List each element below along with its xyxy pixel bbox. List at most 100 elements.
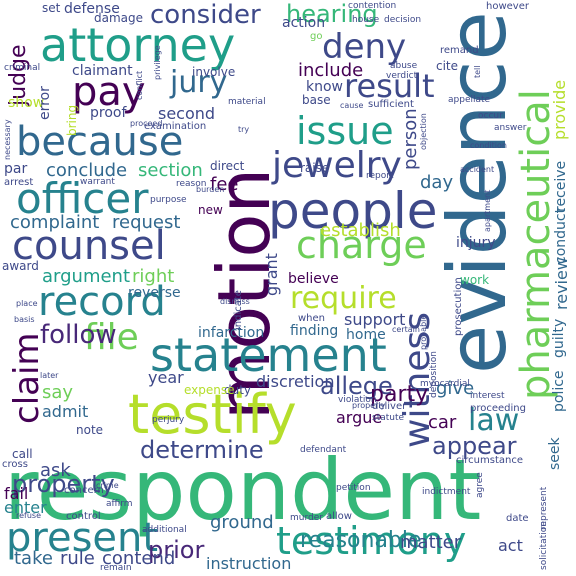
word-involve: involve [192, 65, 236, 79]
word-defendant: defendant [300, 445, 347, 455]
word-sufficient: sufficient [368, 99, 414, 110]
word-infarction: infarction [198, 325, 265, 341]
word-injury: injury [456, 235, 496, 251]
word-year: year [148, 368, 184, 387]
word-pay: pay [72, 69, 146, 115]
word-privilege: privilege [153, 45, 162, 80]
word-later: later [40, 371, 59, 380]
word-give: give [436, 378, 475, 399]
word-myocardial: myocardial [420, 379, 470, 389]
word-reasonable: reasonable [300, 528, 422, 553]
word-cross: cross [2, 459, 28, 470]
word-result: result [344, 67, 435, 105]
word-right: right [132, 266, 175, 287]
word-instruction: instruction [206, 554, 292, 573]
word-argue: argue [336, 408, 383, 427]
word-answer: answer [494, 123, 527, 133]
word-condition: condition [470, 141, 507, 150]
word-statute: statute [372, 413, 405, 423]
word-party: party [370, 382, 429, 407]
word-section: section [138, 160, 203, 181]
word-grant: grant [262, 253, 281, 296]
word-decision: decision [384, 15, 422, 25]
word-base: base [302, 93, 331, 107]
word-fee: fee [210, 174, 239, 195]
word-material: material [228, 97, 266, 107]
word-deny: deny [322, 27, 407, 67]
word-argument: argument [42, 266, 131, 287]
word-set: set [42, 1, 61, 15]
word-file: file [84, 317, 139, 358]
word-defense: defense [64, 1, 120, 17]
word-appellate: appellate [448, 95, 491, 105]
word-seek: seek [547, 437, 563, 470]
word-remand: remand [440, 45, 479, 56]
word-duty: duty [224, 383, 252, 397]
word-proceeding: proceeding [470, 403, 526, 414]
word-show: show [8, 95, 45, 111]
word-occur: occur [478, 111, 503, 121]
word-deposition: deposition [429, 351, 439, 398]
word-hearing: hearing [286, 0, 378, 28]
word-complaint: complaint [10, 212, 100, 233]
word-determine: determine [140, 436, 264, 464]
word-jewelry: jewelry [272, 145, 402, 186]
word-crime: crime [96, 481, 119, 490]
word-issue: issue [296, 109, 394, 153]
word-rule: rule [60, 548, 95, 569]
word-properly: properly [352, 401, 386, 410]
word-tell: tell [473, 65, 482, 78]
word-necessary: necessary [3, 119, 12, 160]
word-indictment: indictment [422, 487, 471, 497]
word-however: however [486, 1, 529, 12]
word-fail: fail [4, 484, 29, 503]
word-conduct: conduct [553, 207, 569, 264]
word-claimant: claimant [72, 63, 133, 79]
word-violation: violation [338, 395, 377, 405]
word-present: present [6, 515, 159, 561]
word-support: support [344, 310, 406, 329]
word-request: request [112, 212, 181, 233]
word-par: par [4, 161, 28, 177]
word-damage: damage [94, 11, 144, 25]
word-affirm: affirm [106, 499, 133, 509]
word-circumstance: circumstance [456, 455, 523, 466]
word-counsel: counsel [12, 223, 166, 269]
word-verdict: verdict [386, 71, 418, 81]
word-allow: allow [326, 511, 352, 522]
word-purpose: purpose [150, 195, 187, 205]
word-property: property [12, 470, 115, 498]
word-jury: jury [170, 65, 228, 100]
word-control: control [66, 511, 101, 522]
word-because: because [16, 119, 184, 165]
word-day: day [420, 172, 454, 193]
word-date: date [506, 513, 529, 524]
word-say: say [42, 382, 74, 403]
word-note: note [76, 423, 104, 437]
word-appear: appear [432, 432, 517, 460]
word-car: car [428, 412, 457, 433]
word-testimony: testimony [276, 519, 467, 563]
word-consider: consider [150, 0, 261, 30]
word-probable: probable [419, 314, 428, 350]
word-house: house [352, 15, 380, 25]
word-law: law [468, 403, 520, 438]
word-review: review [552, 257, 571, 310]
word-proceed: proceed [130, 119, 163, 128]
word-receive: receive [553, 160, 569, 212]
word-accident: accident [460, 165, 495, 174]
word-claim: claim [7, 332, 47, 424]
word-expense: expense [184, 383, 235, 397]
word-act: act [498, 536, 523, 555]
word-ground: ground [210, 512, 274, 533]
word-perjury: perjury [152, 415, 185, 425]
word-respondent: respondent [4, 441, 482, 539]
word-finding: finding [290, 323, 339, 339]
word-cite: cite [436, 59, 459, 73]
word-second: second [158, 104, 216, 123]
word-criminal: criminal [4, 63, 41, 73]
word-provide: provide [550, 79, 569, 140]
word-when: when [298, 313, 326, 324]
word-agree: agree [475, 472, 485, 498]
word-dismiss: dismiss [220, 297, 250, 306]
